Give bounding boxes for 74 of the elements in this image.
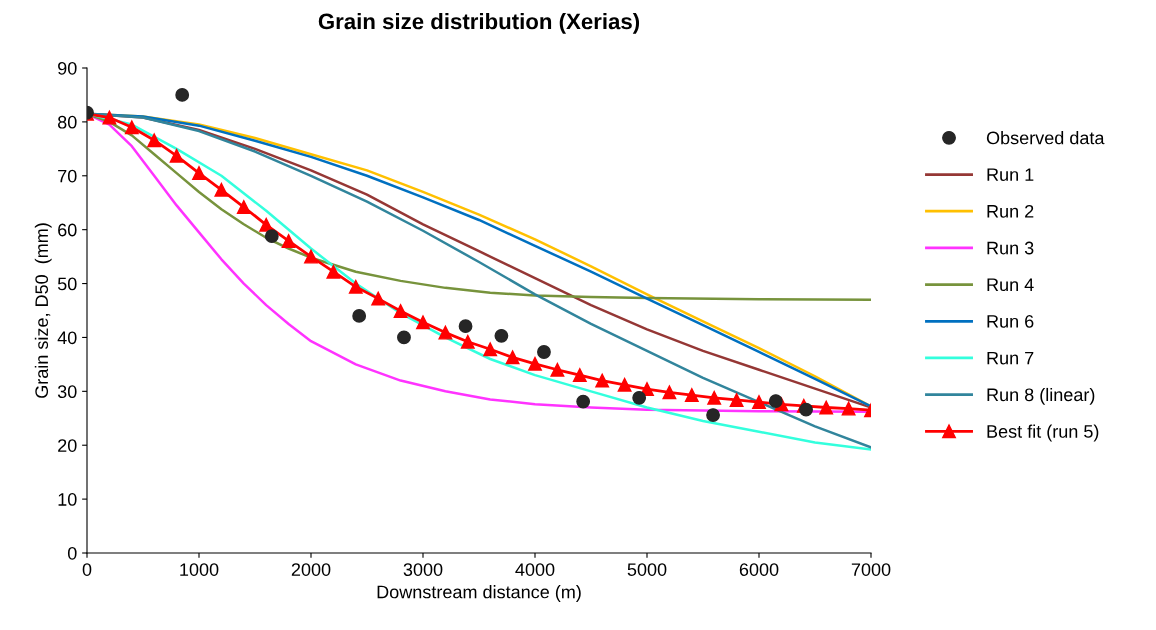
point [483, 342, 498, 357]
point [819, 400, 834, 415]
x-tick-label: 6000 [739, 563, 779, 576]
point [706, 408, 720, 422]
point [550, 362, 565, 377]
y-tick-label: 80 [57, 115, 77, 129]
legend-label: Best fit (run 5) [987, 424, 1099, 442]
point [397, 330, 411, 345]
point [147, 133, 162, 148]
point [393, 304, 408, 318]
chart-title: Grain size distribution (Xerias) [318, 13, 640, 34]
x-axis-title: Downstream distance (m) [377, 585, 581, 602]
point [528, 356, 542, 371]
point [281, 234, 296, 248]
point [371, 291, 386, 306]
y-tick-label: 90 [58, 61, 77, 75]
point [662, 385, 677, 400]
point [617, 377, 632, 392]
legend-label: Run 8 (linear) [987, 387, 1095, 405]
y-tick-label: 0 [67, 546, 77, 560]
point [752, 395, 766, 410]
legend-label: Run 6 [987, 315, 1034, 328]
y-axis-title: Grain size, D50 (mm) [34, 223, 52, 398]
point [169, 148, 184, 163]
point [326, 264, 341, 279]
point [841, 401, 856, 416]
point [124, 120, 139, 135]
x-tick-label: 2000 [291, 563, 331, 576]
point [259, 217, 274, 232]
point [102, 110, 117, 125]
point [175, 88, 190, 102]
point [352, 308, 367, 323]
point [640, 382, 654, 397]
point [595, 373, 610, 388]
x-tick-label: 7000 [851, 563, 891, 576]
y-tick-label: 60 [58, 223, 77, 237]
legend-label: Observed data [986, 131, 1105, 145]
point [458, 319, 473, 334]
legend-label: Run 4 [987, 278, 1034, 292]
point [632, 390, 647, 405]
point [505, 350, 520, 365]
y-tick-label: 40 [57, 331, 77, 345]
point [438, 325, 453, 340]
y-tick-label: 30 [57, 385, 77, 399]
point [799, 402, 813, 417]
legend-label: Run 2 [987, 204, 1034, 218]
point [304, 249, 318, 264]
point [348, 279, 363, 294]
point [416, 315, 430, 330]
x-tick-label: 4000 [515, 563, 555, 576]
point [707, 390, 722, 405]
point [192, 166, 206, 181]
point [460, 334, 475, 349]
legend-label: Run 7 [987, 351, 1034, 365]
y-tick-label: 20 [58, 439, 77, 452]
point [214, 182, 229, 197]
x-tick-label: 5000 [627, 563, 667, 576]
point [768, 394, 783, 408]
point [236, 200, 251, 214]
y-tick-label: 10 [58, 493, 77, 506]
point [576, 394, 591, 409]
point [264, 229, 279, 244]
x-tick-label: 0 [82, 563, 92, 576]
point [537, 345, 551, 359]
point [684, 388, 699, 403]
y-tick-label: 70 [58, 169, 77, 183]
x-tick-label: 1000 [180, 563, 219, 576]
point [572, 368, 587, 383]
legend-label: Run 1 [987, 168, 1034, 182]
point [729, 393, 744, 407]
legend-label: Run 3 [987, 241, 1034, 255]
point [494, 328, 509, 343]
y-tick-label: 50 [57, 277, 77, 291]
x-tick-label: 3000 [403, 563, 443, 576]
